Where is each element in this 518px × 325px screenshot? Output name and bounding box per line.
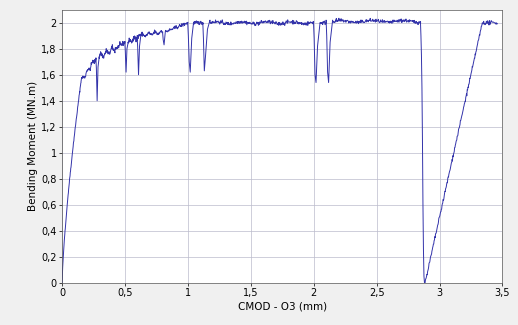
Y-axis label: Bending Moment (MN.m): Bending Moment (MN.m) <box>28 81 38 211</box>
X-axis label: CMOD - O3 (mm): CMOD - O3 (mm) <box>238 301 327 311</box>
